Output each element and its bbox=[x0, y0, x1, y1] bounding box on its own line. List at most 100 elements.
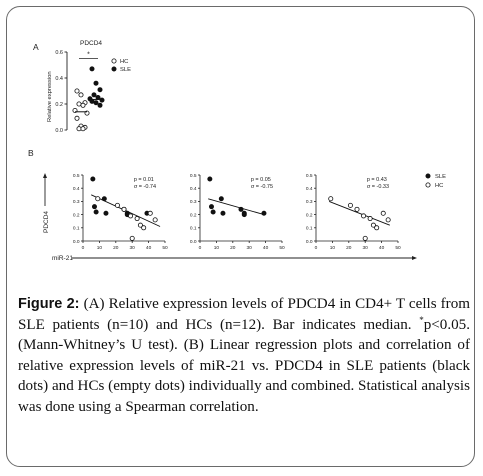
panel-b-ytick-label: 0.3 bbox=[190, 199, 197, 205]
panel-b-point-hc bbox=[367, 216, 373, 222]
panel-a-point bbox=[76, 126, 82, 132]
panel-b-point-hc bbox=[385, 217, 391, 223]
panel-a-title: PDCD4 bbox=[80, 40, 102, 47]
panel-b-point-hc bbox=[347, 202, 353, 208]
panel-b-point-hc bbox=[141, 225, 147, 231]
panel-b-plot-2: 0.0 0.1 0.2 0.3 0.4 0.5 0 10 20 30 40 50 p = 0.05σ =… bbox=[190, 173, 285, 251]
panel-b-xtick-label: 40 bbox=[263, 245, 269, 251]
panel-b-ytick-label: 0.3 bbox=[306, 199, 313, 205]
panel-b-legend-label: SLE bbox=[435, 174, 446, 180]
panel-b-regression-line bbox=[208, 198, 265, 216]
panel-b-xtick-label: 0 bbox=[315, 245, 318, 251]
panel-b-point-sle bbox=[90, 176, 96, 182]
caption-text-2: p<0.05. (Mann-Whitney’s U test). (B) Lin… bbox=[18, 316, 470, 415]
panel-b-plot-3: 0.0 0.1 0.2 0.3 0.4 0.5 0 10 20 30 40 50 p = 0.43σ =… bbox=[306, 173, 401, 251]
panel-b-point-sle bbox=[261, 210, 267, 216]
panel-b-ytick-label: 0.1 bbox=[306, 226, 313, 232]
panel-b-label: B bbox=[28, 148, 34, 158]
panel-b-ylabel: PDCD4 bbox=[43, 211, 50, 233]
panel-a-ylabel: Relative expression bbox=[47, 71, 53, 122]
panel-a-point bbox=[93, 80, 99, 86]
panel-a-axes: 0.0 0.2 0.4 0.6 bbox=[55, 50, 68, 134]
panel-b-point-hc bbox=[121, 206, 127, 212]
panel-b-point-sle bbox=[103, 210, 109, 216]
panel-b-ytick-label: 0.0 bbox=[190, 239, 197, 245]
panel-b-point-sle bbox=[238, 206, 244, 212]
panel-a-legend-marker bbox=[111, 66, 117, 72]
panel-b-legend: SLE HC bbox=[425, 173, 446, 189]
panel-a-point bbox=[80, 126, 86, 132]
panel-b-ytick-label: 0.1 bbox=[73, 226, 80, 232]
panel-b-point-hc bbox=[354, 206, 360, 212]
panel-b-xtick-label: 20 bbox=[346, 245, 352, 251]
panel-b-point-hc bbox=[374, 225, 380, 231]
panel-b-point-hc bbox=[380, 210, 386, 216]
panel-b-stat-label: σ = -0.33 bbox=[367, 184, 389, 190]
panel-b-ytick-label: 0.4 bbox=[73, 186, 80, 192]
panel-b-point-hc bbox=[147, 210, 153, 216]
panel-b-stat-label: p = 0.43 bbox=[367, 177, 387, 183]
panel-b-point-sle bbox=[101, 196, 107, 202]
panel-b-stat-label: σ = -0.75 bbox=[251, 184, 273, 190]
panel-b-point-hc bbox=[362, 235, 368, 241]
panel-b-ytick-label: 0.1 bbox=[190, 226, 197, 232]
panel-b-point-hc bbox=[128, 213, 134, 219]
panel-b-point-sle bbox=[218, 196, 224, 202]
panel-b-stat-label: p = 0.01 bbox=[134, 177, 154, 183]
ylabel-arrow-head bbox=[43, 173, 47, 178]
panel-a-point bbox=[91, 92, 97, 98]
figure-frame bbox=[6, 6, 475, 467]
panel-a-point bbox=[99, 97, 105, 103]
panel-b-ytick-label: 0.2 bbox=[306, 212, 313, 218]
panel-b-ytick-label: 0.2 bbox=[190, 212, 197, 218]
panel-b-ytick-label: 0.4 bbox=[190, 186, 197, 192]
panel-b-plots: 0.00.10.20.30.40.50 10 20 30 40 50p = 0.01σ =… bbox=[73, 173, 401, 251]
panel-b-ytick-label: 0.3 bbox=[73, 199, 80, 205]
figure-panels: A PDCD4 Relative expression 0.0 0.2 0.4 0.6… bbox=[28, 40, 446, 262]
panel-b-point-hc bbox=[114, 202, 120, 208]
panel-b-regression-line bbox=[328, 200, 390, 226]
panel-b-point-hc bbox=[129, 235, 135, 241]
panel-b-ytick-label: 0.0 bbox=[73, 239, 80, 245]
panel-b-stat-label: σ = -0.74 bbox=[134, 184, 156, 190]
panel-b-xlabel: miR-21 bbox=[52, 255, 73, 262]
panel-a-point bbox=[97, 87, 103, 93]
panel-b-point-sle bbox=[208, 204, 214, 210]
panel-b-point-hc bbox=[328, 196, 334, 202]
figure-caption: Figure 2: (A) Relative expression levels… bbox=[18, 294, 470, 417]
panel-b-point-sle bbox=[210, 209, 216, 215]
panel-a-point bbox=[78, 92, 84, 98]
panel-b-xtick-label: 10 bbox=[330, 245, 336, 251]
panel-b-ytick-label: 0.2 bbox=[73, 212, 80, 218]
panel-b-ytick-label: 0.5 bbox=[190, 173, 197, 179]
caption-text-1: (A) Relative expression levels of PDCD4 … bbox=[18, 296, 470, 333]
panel-a-significance-label: * bbox=[87, 52, 90, 59]
panel-b-xtick-label: 10 bbox=[214, 245, 220, 251]
panel-b-xtick-label: 40 bbox=[146, 245, 152, 251]
panel-b-point-sle bbox=[220, 210, 226, 216]
panel-b-xtick-label: 20 bbox=[113, 245, 119, 251]
panel-b-legend-marker bbox=[425, 182, 431, 188]
panel-b-xtick-label: 50 bbox=[162, 245, 168, 251]
panel-b-point-sle bbox=[93, 209, 99, 215]
panel-a-legend: HC SLE bbox=[111, 58, 131, 73]
panel-b-ytick-label: 0.4 bbox=[306, 186, 313, 192]
panel-b-plot-1: 0.0 0.1 0.2 0.3 0.4 0.5 0 10 20 30 40 50 p = 0.01σ =… bbox=[73, 173, 168, 251]
panel-b-point-hc bbox=[152, 217, 158, 223]
panel-b-xtick-label: 20 bbox=[230, 245, 236, 251]
panel-a: A PDCD4 Relative expression 0.0 0.2 0.4 0.6… bbox=[33, 40, 131, 134]
xlabel-arrow-head bbox=[412, 256, 417, 260]
panel-a-legend-label: SLE bbox=[120, 67, 131, 73]
panel-a-point bbox=[89, 66, 95, 72]
panel-b: B PDCD4 miR-21 0.0 0.1 0.2 0.3 0.4 0.5 0 10 20 30… bbox=[28, 148, 446, 262]
panel-a-point bbox=[80, 102, 86, 108]
panel-b-point-hc bbox=[95, 196, 101, 202]
panel-b-legend-marker bbox=[425, 173, 431, 179]
panel-b-point-sle bbox=[91, 204, 97, 210]
panel-b-xtick-label: 50 bbox=[395, 245, 401, 251]
panel-a-legend-label: HC bbox=[120, 59, 128, 65]
panel-b-xtick-label: 50 bbox=[279, 245, 285, 251]
panel-b-ytick-label: 0.0 bbox=[306, 239, 313, 245]
panel-b-stat-label: p = 0.05 bbox=[251, 177, 271, 183]
panel-a-ytick-label: 0.4 bbox=[55, 76, 63, 82]
